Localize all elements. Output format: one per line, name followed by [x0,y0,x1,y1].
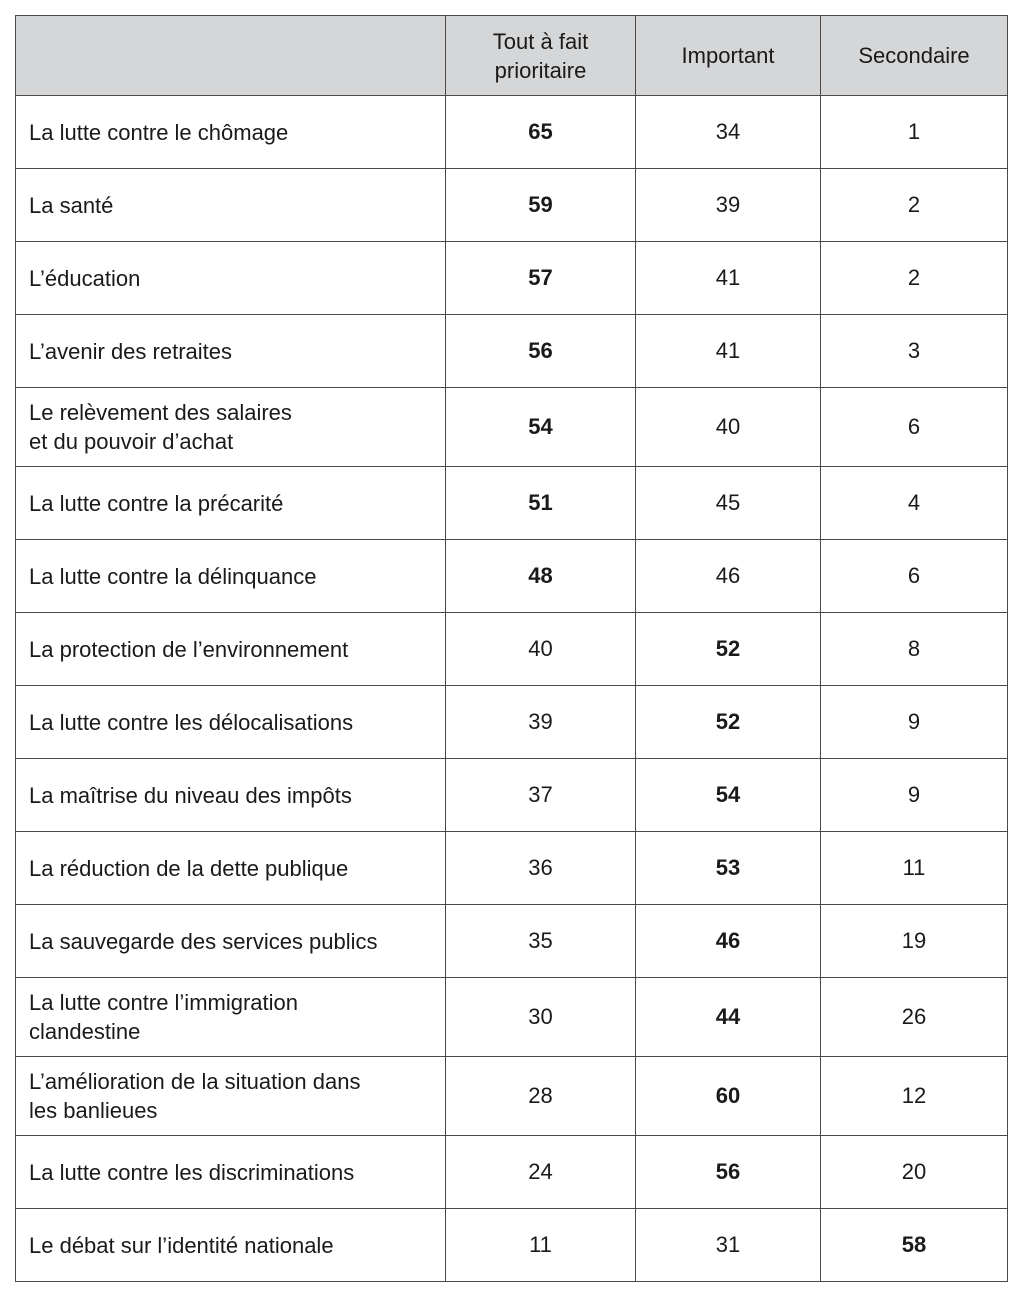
cell-important: 34 [635,95,821,169]
cell-important: 54 [635,758,821,832]
row-label: La santé [15,168,446,242]
cell-tout-a-fait-prioritaire: 40 [445,612,636,686]
row-label: La lutte contre la précarité [15,466,446,540]
table-row: La maîtrise du niveau des impôts 37 54 9 [15,758,1008,832]
table-row: L’avenir des retraites 56 41 3 [15,314,1008,388]
table-row: La lutte contre les discriminations 24 56 2… [15,1135,1008,1209]
table-row: La lutte contre les délocalisations 39 52 9 [15,685,1008,759]
table-row: La sauvegarde des services publics 35 46 19 [15,904,1008,978]
cell-secondaire: 20 [820,1135,1008,1209]
cell-important: 52 [635,685,821,759]
cell-secondaire: 8 [820,612,1008,686]
cell-secondaire: 2 [820,168,1008,242]
cell-tout-a-fait-prioritaire: 54 [445,387,636,467]
header-secondaire: Secondaire [820,15,1008,96]
row-label: La lutte contre le chômage [15,95,446,169]
row-label: La lutte contre les délocalisations [15,685,446,759]
cell-tout-a-fait-prioritaire: 24 [445,1135,636,1209]
table-row: La lutte contre le chômage 65 34 1 [15,95,1008,169]
cell-tout-a-fait-prioritaire: 65 [445,95,636,169]
row-label: L’amélioration de la situation dans les … [15,1056,446,1136]
cell-important: 41 [635,314,821,388]
cell-secondaire: 26 [820,977,1008,1057]
table-row: La lutte contre l’immigration clandestin… [15,977,1008,1057]
cell-tout-a-fait-prioritaire: 37 [445,758,636,832]
table-row: Le relèvement des salaires et du pouvoir… [15,387,1008,467]
cell-important: 56 [635,1135,821,1209]
row-label: La lutte contre l’immigration clandestin… [15,977,446,1057]
table-row: La santé 59 39 2 [15,168,1008,242]
cell-important: 53 [635,831,821,905]
cell-tout-a-fait-prioritaire: 30 [445,977,636,1057]
cell-tout-a-fait-prioritaire: 11 [445,1208,636,1282]
row-label: L’éducation [15,241,446,315]
row-label: La protection de l’environnement [15,612,446,686]
cell-important: 39 [635,168,821,242]
header-tout-a-fait-prioritaire: Tout à fait prioritaire [445,15,636,96]
cell-tout-a-fait-prioritaire: 48 [445,539,636,613]
cell-tout-a-fait-prioritaire: 28 [445,1056,636,1136]
cell-important: 46 [635,539,821,613]
cell-secondaire: 6 [820,387,1008,467]
row-label: L’avenir des retraites [15,314,446,388]
cell-tout-a-fait-prioritaire: 51 [445,466,636,540]
cell-tout-a-fait-prioritaire: 39 [445,685,636,759]
cell-secondaire: 9 [820,758,1008,832]
cell-important: 52 [635,612,821,686]
cell-secondaire: 2 [820,241,1008,315]
cell-secondaire: 4 [820,466,1008,540]
header-row: Tout à fait prioritaire Important Second… [15,15,1008,96]
priorities-table: Tout à fait prioritaire Important Second… [15,15,1008,1282]
table-row: La lutte contre la précarité 51 45 4 [15,466,1008,540]
header-empty [15,15,446,96]
cell-tout-a-fait-prioritaire: 36 [445,831,636,905]
row-label: La lutte contre les discriminations [15,1135,446,1209]
row-label: La maîtrise du niveau des impôts [15,758,446,832]
cell-important: 44 [635,977,821,1057]
table-row: La réduction de la dette publique 36 53 11 [15,831,1008,905]
row-label: Le débat sur l’identité nationale [15,1208,446,1282]
cell-secondaire: 19 [820,904,1008,978]
row-label: Le relèvement des salaires et du pouvoir… [15,387,446,467]
cell-tout-a-fait-prioritaire: 56 [445,314,636,388]
table-row: La protection de l’environnement 40 52 8 [15,612,1008,686]
cell-secondaire: 9 [820,685,1008,759]
row-label: La sauvegarde des services publics [15,904,446,978]
cell-important: 41 [635,241,821,315]
cell-secondaire: 3 [820,314,1008,388]
cell-tout-a-fait-prioritaire: 59 [445,168,636,242]
cell-secondaire: 6 [820,539,1008,613]
cell-important: 45 [635,466,821,540]
cell-important: 60 [635,1056,821,1136]
cell-secondaire: 1 [820,95,1008,169]
cell-tout-a-fait-prioritaire: 35 [445,904,636,978]
cell-secondaire: 58 [820,1208,1008,1282]
cell-secondaire: 11 [820,831,1008,905]
table-row: L’amélioration de la situation dans les … [15,1056,1008,1136]
table-row: La lutte contre la délinquance 48 46 6 [15,539,1008,613]
row-label: La réduction de la dette publique [15,831,446,905]
cell-important: 31 [635,1208,821,1282]
cell-tout-a-fait-prioritaire: 57 [445,241,636,315]
row-label: La lutte contre la délinquance [15,539,446,613]
cell-important: 46 [635,904,821,978]
cell-important: 40 [635,387,821,467]
table-row: Le débat sur l’identité nationale 11 31 58 [15,1208,1008,1282]
cell-secondaire: 12 [820,1056,1008,1136]
header-important: Important [635,15,821,96]
table-row: L’éducation 57 41 2 [15,241,1008,315]
